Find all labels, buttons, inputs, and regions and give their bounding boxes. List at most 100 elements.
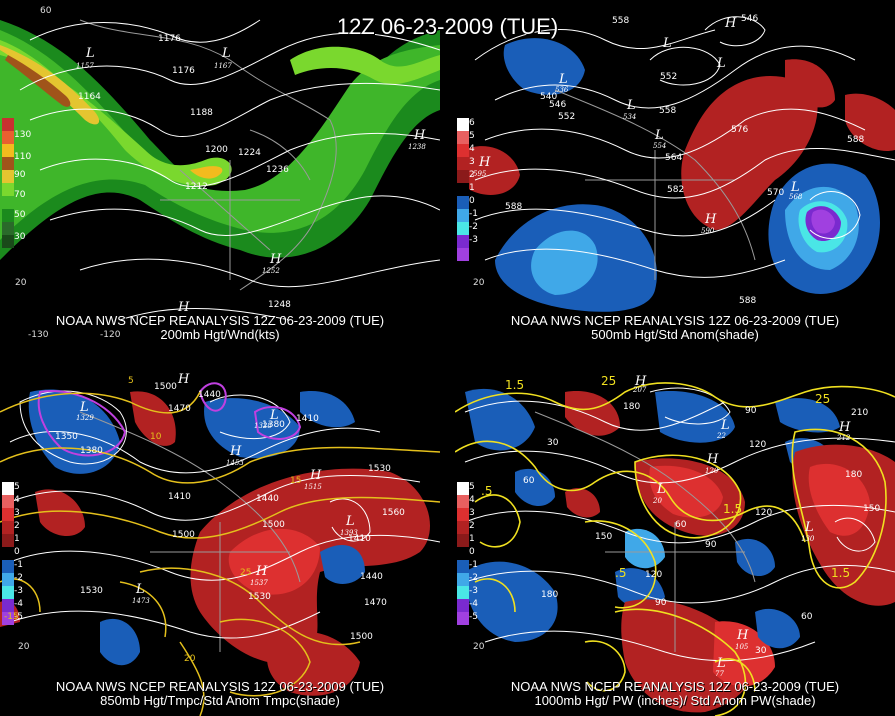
legend-label: 0 bbox=[469, 196, 475, 206]
contour-label: 180 bbox=[845, 470, 863, 480]
legend-label: 2 bbox=[469, 521, 475, 531]
contour-label: 1440 bbox=[360, 572, 383, 582]
map-500mb bbox=[461, 16, 895, 312]
contour-label: 120 bbox=[645, 570, 663, 580]
caption-line-1: NOAA NWS NCEP REANALYSIS 12Z 06-23-2009 … bbox=[55, 679, 385, 694]
contour-label: 1188 bbox=[190, 108, 213, 118]
high-center-label: H bbox=[737, 628, 749, 643]
low-center-label: L bbox=[655, 128, 664, 143]
legend-label: -1 bbox=[469, 209, 478, 219]
low-center-label: L bbox=[805, 520, 814, 535]
wind-shade-jetstreak bbox=[190, 166, 223, 179]
low-center-label: L bbox=[717, 56, 726, 71]
contour-label: 150 bbox=[863, 504, 881, 514]
caption-500mb: NOAA NWS NCEP REANALYSIS 12Z 06-23-2009 … bbox=[455, 314, 895, 342]
high-center-value: 212 bbox=[837, 434, 851, 442]
low-center-label: L bbox=[791, 180, 800, 195]
map-borders-200mb bbox=[79, 19, 337, 291]
legend-label: -2 bbox=[469, 573, 478, 583]
high-center-label: H bbox=[414, 128, 426, 143]
legend-label: -5 bbox=[469, 612, 478, 622]
contour-label: 180 bbox=[541, 590, 559, 600]
contour-label: 1350 bbox=[55, 432, 78, 442]
contour-label: 1410 bbox=[168, 492, 191, 502]
pw-label: .5 bbox=[481, 484, 493, 498]
legend-label: 110 bbox=[14, 152, 32, 162]
low-center-label: L bbox=[627, 98, 636, 113]
contour-label: 120 bbox=[755, 508, 773, 518]
high-center-label: H bbox=[230, 444, 242, 459]
contour-label: 1500 bbox=[154, 382, 177, 392]
contour-label: 1530 bbox=[368, 464, 391, 474]
low-center-value: 534 bbox=[623, 113, 637, 121]
high-center-value: 105 bbox=[735, 643, 749, 651]
low-center-label: L bbox=[80, 400, 89, 415]
lat-tick: 20 bbox=[473, 642, 485, 652]
pw-label: 25 bbox=[601, 374, 617, 388]
caption-line-1: NOAA NWS NCEP REANALYSIS 12Z 06-23-2009 … bbox=[510, 679, 840, 694]
low-center-value: 1329 bbox=[76, 414, 94, 422]
temp-contours-850mb bbox=[0, 391, 440, 716]
high-center-label: H bbox=[635, 374, 647, 389]
contour-label: 1410 bbox=[348, 534, 371, 544]
contour-label: 1176 bbox=[172, 66, 195, 76]
low-center-label: L bbox=[717, 656, 726, 671]
high-center-value: 595 bbox=[473, 170, 487, 178]
contour-label: 582 bbox=[667, 185, 685, 195]
lat-tick: 20 bbox=[473, 278, 485, 288]
height-contours-500mb bbox=[474, 16, 895, 278]
legend-label: 2 bbox=[469, 170, 475, 180]
height-contours-1000mb bbox=[464, 387, 895, 662]
contour-label: 1410 bbox=[296, 414, 319, 424]
high-center-label: H bbox=[310, 468, 322, 483]
contour-label: 1470 bbox=[168, 404, 191, 414]
contour-label: 1560 bbox=[382, 508, 405, 518]
contour-label: 552 bbox=[558, 112, 576, 122]
high-center-label: H bbox=[705, 212, 717, 227]
contour-label: 1530 bbox=[80, 586, 103, 596]
contour-label: 558 bbox=[659, 106, 677, 116]
temp-label: 5 bbox=[128, 376, 134, 386]
contour-label: 1200 bbox=[205, 145, 228, 155]
low-center-label: L bbox=[86, 46, 95, 61]
low-center-label: L bbox=[136, 582, 145, 597]
high-center-value: 590 bbox=[701, 227, 715, 235]
legend-label: -3 bbox=[469, 586, 478, 596]
wind-shade-mid bbox=[0, 30, 440, 240]
contour-label: 210 bbox=[851, 408, 869, 418]
panel-1000mb: 5 4 3 2 1 0 -1 -2 -3 -4 -5 180 90 60 30 … bbox=[455, 372, 895, 716]
legend-label: -2 bbox=[469, 222, 478, 232]
low-center-label: L bbox=[346, 514, 355, 529]
contour-label: 588 bbox=[505, 202, 523, 212]
high-center-value: 1453 bbox=[226, 459, 244, 467]
contour-label: 120 bbox=[749, 440, 767, 450]
contour-label: 1224 bbox=[238, 148, 261, 158]
legend-label: 1 bbox=[14, 534, 20, 544]
contour-label: 1236 bbox=[266, 165, 289, 175]
caption-850mb: NOAA NWS NCEP REANALYSIS 12Z 06-23-2009 … bbox=[0, 680, 440, 708]
low-center-value: 1167 bbox=[214, 62, 232, 70]
low-center-value: 536 bbox=[555, 86, 569, 94]
low-center-value: 1328 bbox=[254, 422, 272, 430]
legend-label: 4 bbox=[469, 495, 475, 505]
caption-line-2: 200mb Hgt/Wnd(kts) bbox=[160, 327, 280, 342]
contour-label: 588 bbox=[847, 135, 865, 145]
high-center-value: 1537 bbox=[250, 579, 268, 587]
pw-label: 25 bbox=[815, 392, 831, 406]
temp-label: 15 bbox=[290, 476, 302, 486]
high-center-label: H bbox=[270, 252, 282, 267]
legend-label: 3 bbox=[469, 508, 475, 518]
contour-label: 90 bbox=[655, 598, 667, 608]
anom-pos-ne bbox=[681, 76, 818, 230]
high-center-label: H bbox=[725, 16, 737, 31]
anom-legend bbox=[457, 118, 469, 261]
caption-line-1: NOAA NWS NCEP REANALYSIS 12Z 06-23-2009 … bbox=[510, 313, 840, 328]
legend-label: 5 bbox=[469, 131, 475, 141]
high-center-value: 1515 bbox=[304, 483, 322, 491]
contour-label: 30 bbox=[755, 646, 767, 656]
contour-label: 90 bbox=[705, 540, 717, 550]
contour-label: 552 bbox=[660, 72, 678, 82]
contour-label: 1440 bbox=[198, 390, 221, 400]
contour-label: 1500 bbox=[262, 520, 285, 530]
legend-label: 90 bbox=[14, 170, 26, 180]
